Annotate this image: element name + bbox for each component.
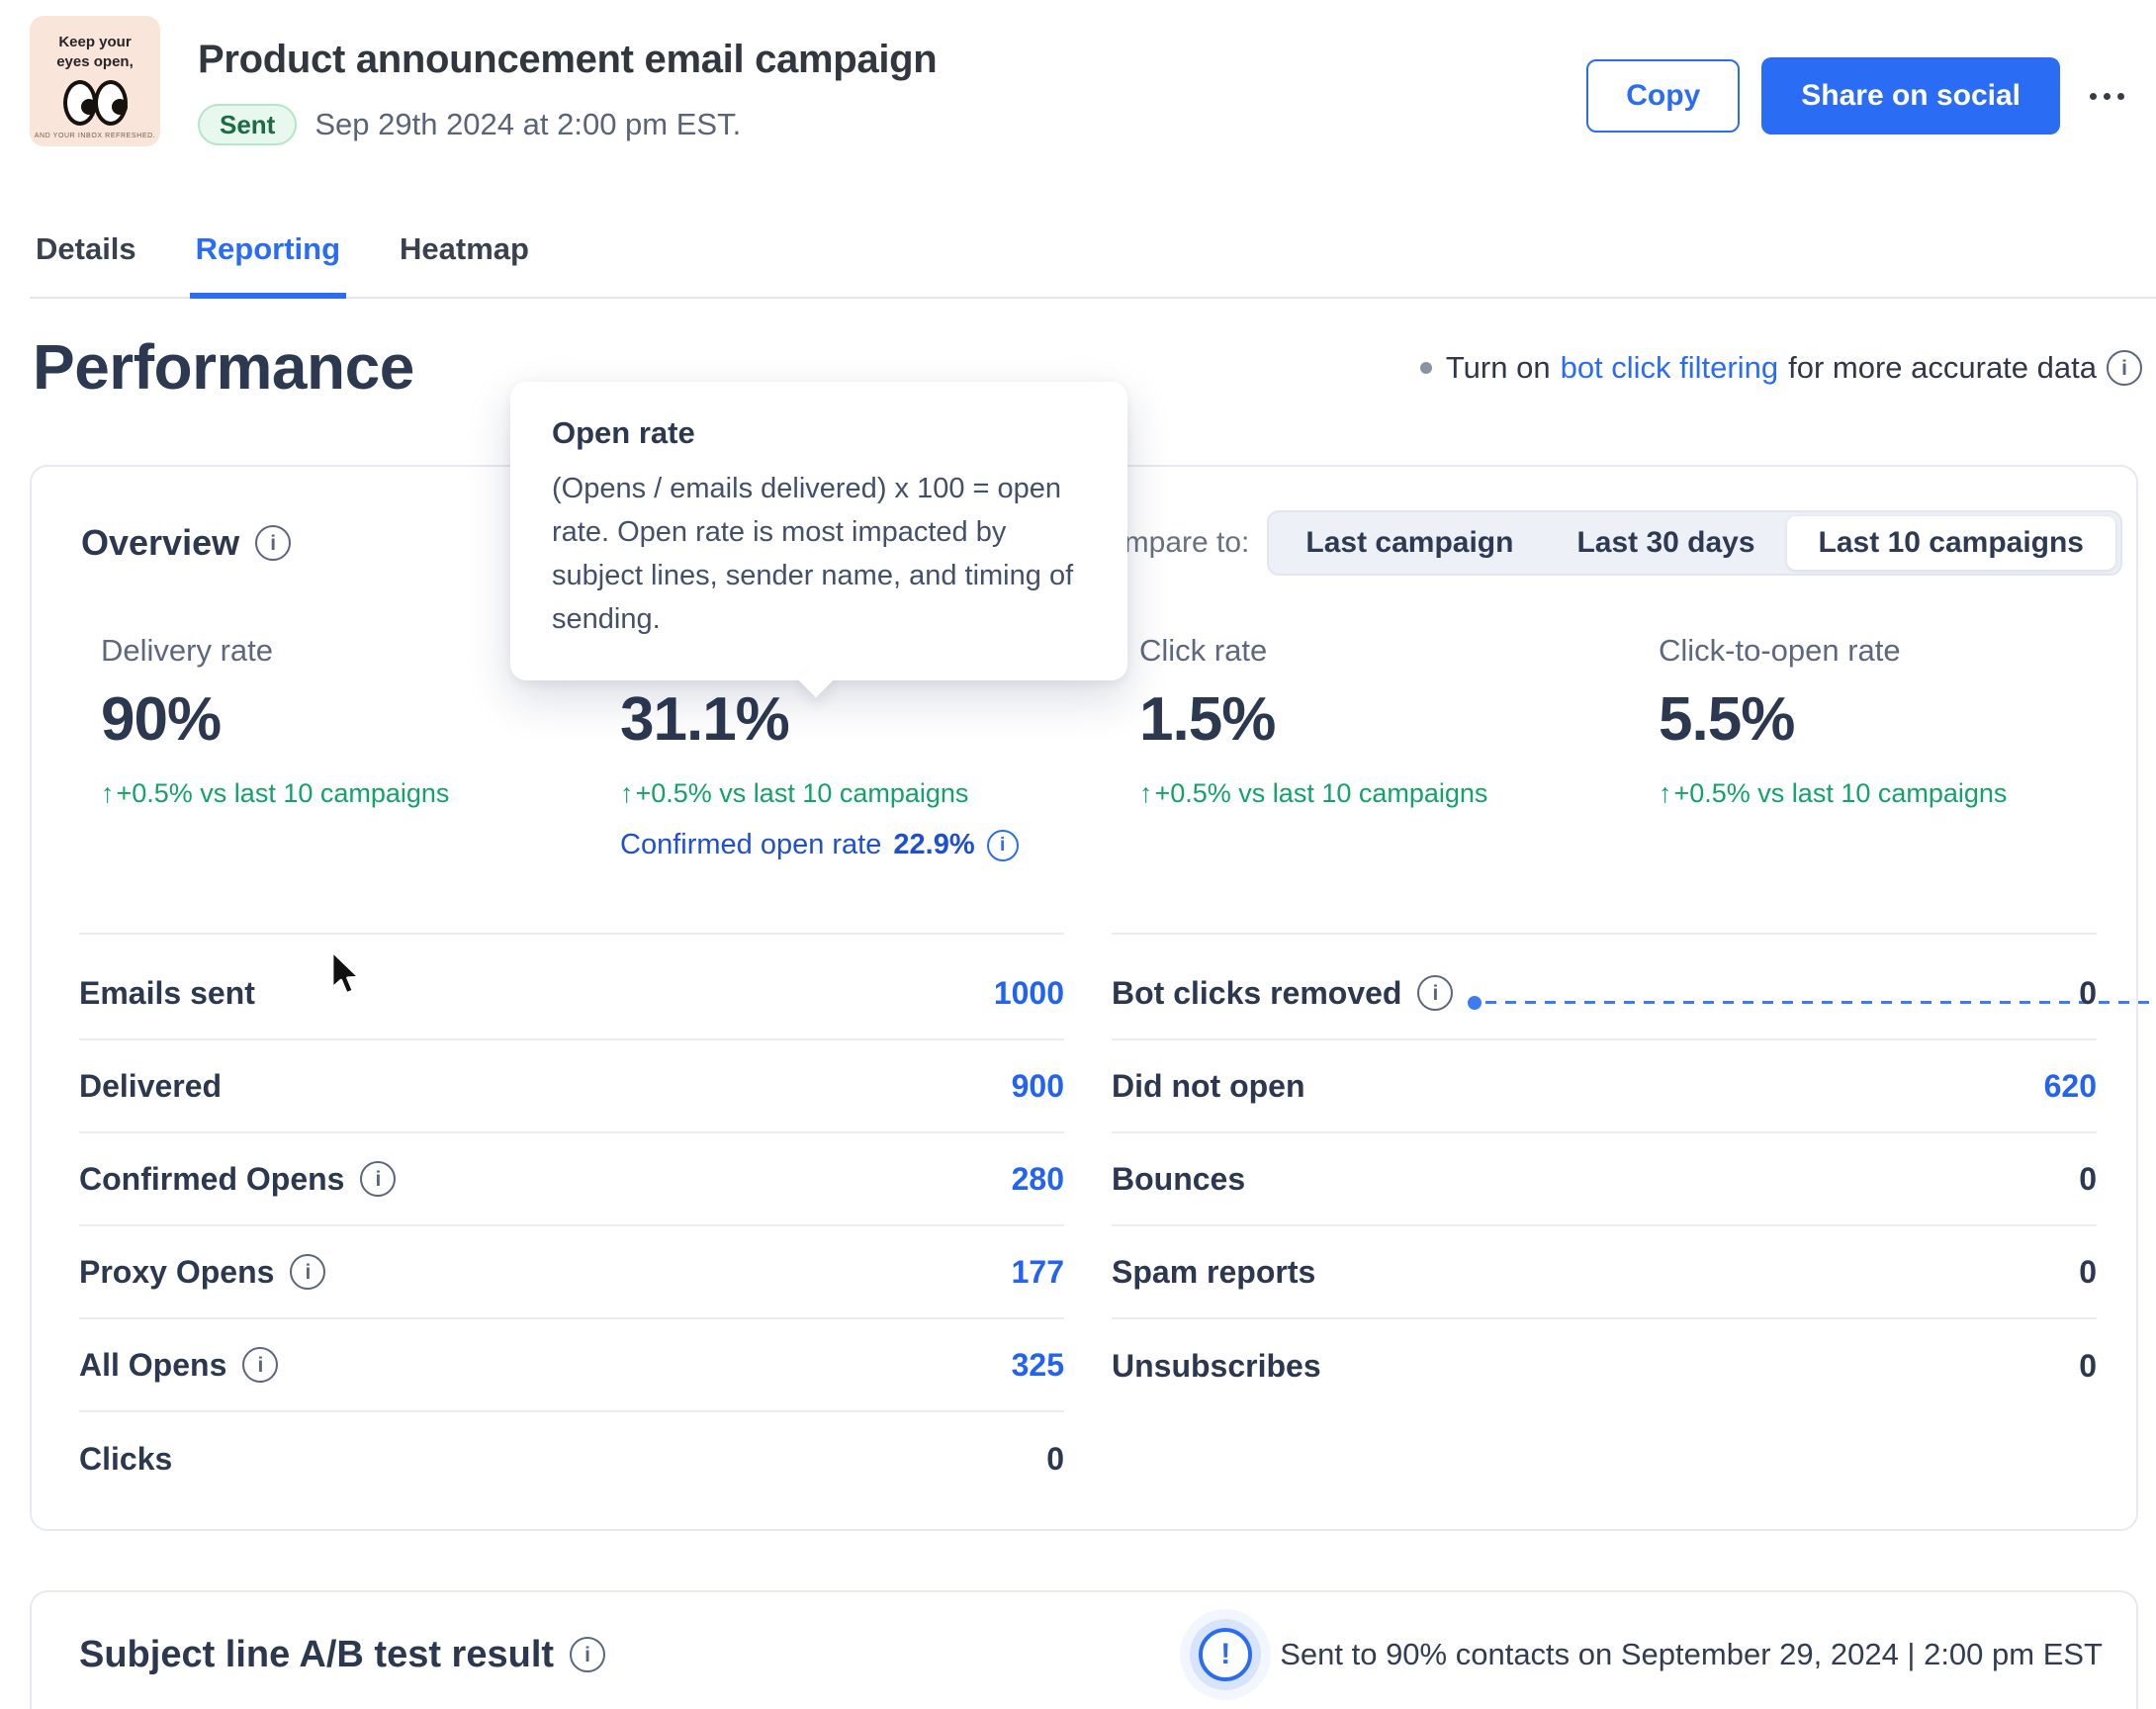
bot-click-filtering-link[interactable]: bot click filtering bbox=[1560, 350, 1779, 385]
alert-beacon-icon: ! bbox=[1199, 1628, 1253, 1681]
compare-option-last-10-campaigns[interactable]: Last 10 campaigns bbox=[1786, 516, 2115, 570]
share-on-social-button[interactable]: Share on social bbox=[1761, 57, 2060, 135]
tooltip-title: Open rate bbox=[552, 415, 695, 450]
table-row-did-not-open: Did not open 620 bbox=[1112, 1040, 2097, 1133]
info-icon[interactable]: i bbox=[570, 1637, 606, 1672]
spam-reports-value: 0 bbox=[2079, 1253, 2097, 1290]
tooltip-body: (Opens / emails delivered) x 100 = open … bbox=[552, 473, 1074, 636]
notice-suffix: for more accurate data bbox=[1788, 350, 2097, 385]
notice-prefix: Turn on bbox=[1445, 350, 1551, 385]
metric-click-to-open-rate: Click-to-open rate 5.5% ↑ +0.5% vs last … bbox=[1659, 633, 2097, 861]
clicks-value: 0 bbox=[1046, 1440, 1064, 1477]
thumbnail-footer: AND YOUR INBOX REFRESHED. bbox=[34, 133, 156, 139]
bot-filter-notice: Turn on bot click filtering for more acc… bbox=[1419, 350, 2142, 386]
stats-table: Emails sent 1000 Delivered 900 Confirmed… bbox=[79, 933, 2097, 1505]
status-badge: Sent bbox=[198, 104, 298, 145]
info-icon[interactable]: i bbox=[360, 1161, 397, 1197]
header: Keep your eyes open, AND YOUR INBOX REFR… bbox=[30, 16, 2132, 146]
unsubscribes-value: 0 bbox=[2079, 1347, 2097, 1384]
bounces-value: 0 bbox=[2079, 1160, 2097, 1197]
overview-title: Overview bbox=[81, 522, 240, 563]
stats-column-right: Bot clicks removed i 0 Did not open 620 … bbox=[1112, 933, 2097, 1505]
tab-details[interactable]: Details bbox=[36, 231, 136, 266]
open-rate-tooltip: Open rate (Opens / emails delivered) x 1… bbox=[510, 382, 1127, 698]
stats-column-left: Emails sent 1000 Delivered 900 Confirmed… bbox=[79, 933, 1064, 1505]
metric-value: 31.1% bbox=[620, 685, 790, 754]
table-row-confirmed-opens: Confirmed Opens i 280 bbox=[79, 1133, 1064, 1226]
table-row-bounces: Bounces 0 bbox=[1112, 1133, 2097, 1226]
table-row-delivered: Delivered 900 bbox=[79, 1040, 1064, 1133]
info-icon[interactable]: i bbox=[2107, 350, 2142, 386]
tab-bar: Details Reporting Heatmap bbox=[30, 225, 2156, 299]
confirmed-opens-value-link[interactable]: 280 bbox=[1011, 1160, 1064, 1197]
arrow-up-icon: ↑ bbox=[1659, 778, 1672, 808]
compare-option-last-30-days[interactable]: Last 30 days bbox=[1576, 526, 1755, 559]
table-row-unsubscribes: Unsubscribes 0 bbox=[1112, 1347, 2097, 1384]
bot-clicks-connector-dot bbox=[1468, 996, 1482, 1010]
info-icon[interactable]: i bbox=[242, 1347, 279, 1383]
thumbnail-line2: eyes open, bbox=[56, 52, 134, 70]
metric-value: 90% bbox=[101, 685, 222, 754]
metric-click-rate: Click rate 1.5% ↑ +0.5% vs last 10 campa… bbox=[1139, 633, 1659, 861]
ab-test-title: Subject line A/B test result bbox=[79, 1633, 555, 1675]
table-row-clicks: Clicks 0 bbox=[79, 1440, 1064, 1477]
table-row-all-opens: All Opens i 325 bbox=[79, 1319, 1064, 1412]
proxy-opens-value-link[interactable]: 177 bbox=[1011, 1253, 1064, 1290]
bot-clicks-connector-line bbox=[1485, 1001, 2156, 1004]
delivered-value-link[interactable]: 900 bbox=[1011, 1067, 1064, 1104]
confirmed-open-rate: Confirmed open rate 22.9% i bbox=[620, 829, 1139, 861]
all-opens-value-link[interactable]: 325 bbox=[1011, 1346, 1064, 1383]
emails-sent-value-link[interactable]: 1000 bbox=[993, 974, 1064, 1011]
table-row-proxy-opens: Proxy Opens i 177 bbox=[79, 1226, 1064, 1319]
sent-date: Sep 29th 2024 at 2:00 pm EST. bbox=[314, 107, 742, 141]
performance-heading: Performance bbox=[33, 331, 414, 403]
info-icon[interactable]: i bbox=[255, 525, 292, 561]
compare-option-last-campaign[interactable]: Last campaign bbox=[1305, 526, 1514, 559]
info-icon[interactable]: i bbox=[1417, 975, 1454, 1011]
campaign-thumbnail: Keep your eyes open, AND YOUR INBOX REFR… bbox=[30, 16, 160, 146]
metrics-row: Delivery rate 90% ↑ +0.5% vs last 10 cam… bbox=[101, 633, 2097, 861]
info-icon[interactable]: i bbox=[290, 1254, 326, 1290]
metric-delivery-rate: Delivery rate 90% ↑ +0.5% vs last 10 cam… bbox=[101, 633, 620, 861]
metric-value: 1.5% bbox=[1139, 685, 1276, 754]
did-not-open-value-link[interactable]: 620 bbox=[2043, 1067, 2097, 1104]
compare-segmented-control: Last campaign Last 30 days Last 10 campa… bbox=[1267, 510, 2122, 576]
tab-reporting[interactable]: Reporting bbox=[189, 225, 347, 299]
arrow-up-icon: ↑ bbox=[620, 778, 634, 808]
thumbnail-line1: Keep your bbox=[58, 34, 132, 50]
more-options-icon[interactable] bbox=[2082, 73, 2132, 120]
info-icon[interactable]: i bbox=[986, 829, 1019, 861]
bot-clicks-removed-value: 0 bbox=[2079, 974, 2097, 1011]
ab-test-card: Subject line A/B test result i ! Sent to… bbox=[30, 1590, 2138, 1709]
table-row-emails-sent: Emails sent 1000 bbox=[79, 947, 1064, 1040]
arrow-up-icon: ↑ bbox=[1139, 778, 1153, 808]
page-title: Product announcement email campaign bbox=[198, 38, 938, 81]
eyes-illustration bbox=[62, 80, 128, 126]
ab-sent-note: Sent to 90% contacts on September 29, 20… bbox=[1280, 1637, 2103, 1671]
table-row-spam-reports: Spam reports 0 bbox=[1112, 1226, 2097, 1319]
bullet-dot-icon bbox=[1419, 362, 1432, 374]
metric-value: 5.5% bbox=[1659, 685, 1795, 754]
copy-button[interactable]: Copy bbox=[1586, 59, 1741, 133]
tab-heatmap[interactable]: Heatmap bbox=[400, 231, 529, 266]
table-row-bot-clicks-removed: Bot clicks removed i 0 bbox=[1112, 947, 2097, 1040]
arrow-up-icon: ↑ bbox=[101, 778, 115, 808]
